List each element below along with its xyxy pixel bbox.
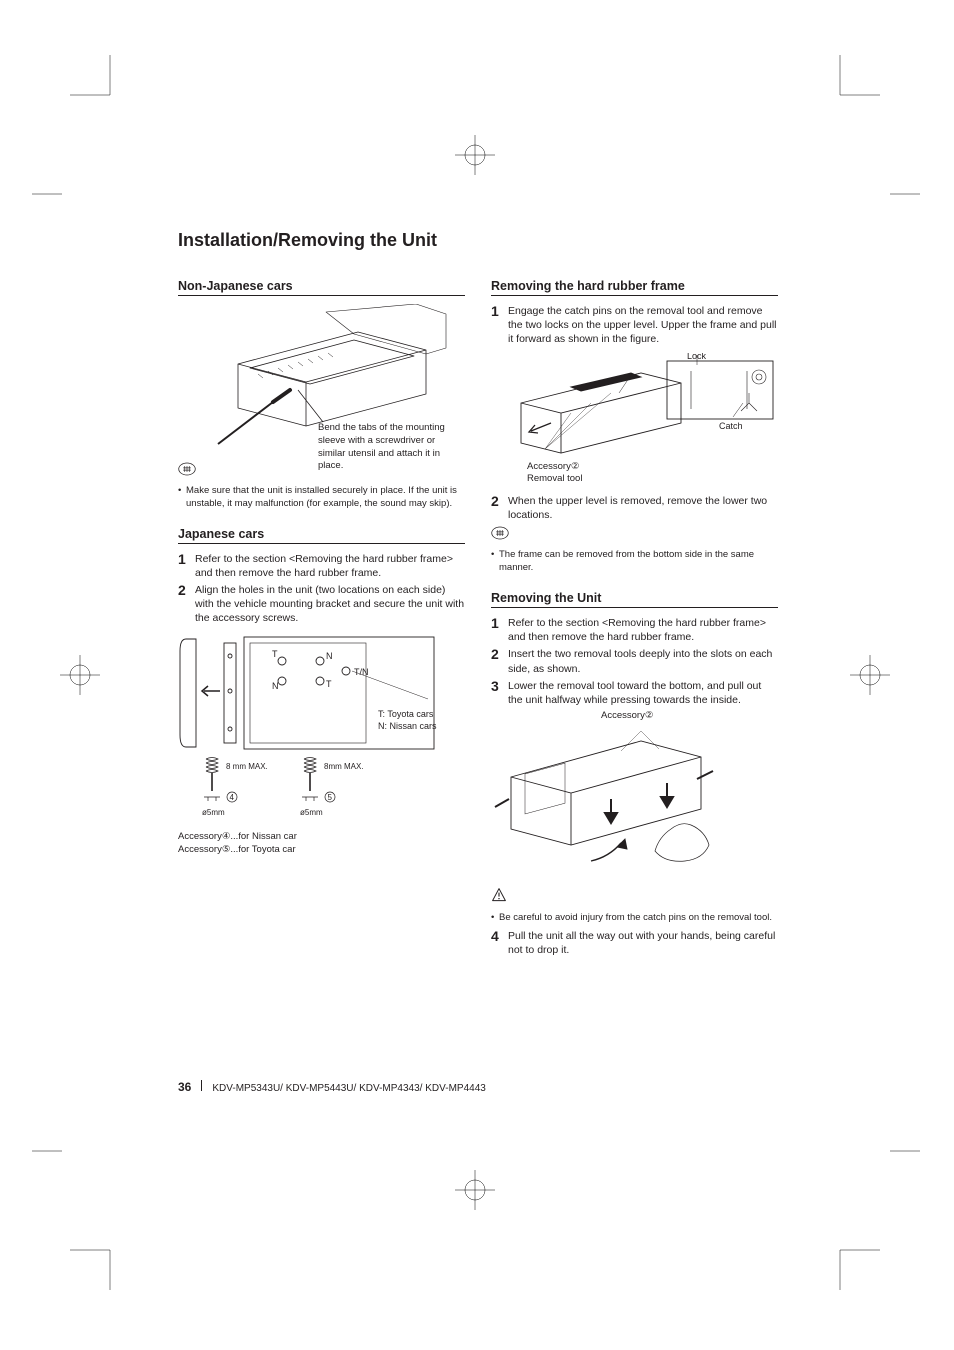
figure-unit-removal — [491, 729, 778, 879]
caption-sleeve: Bend the tabs of the mounting sleeve wit… — [318, 422, 448, 473]
figure-mounting-sleeve: Bend the tabs of the mounting sleeve wit… — [178, 304, 465, 454]
step-rf-2: 2 When the upper level is removed, remov… — [491, 494, 778, 522]
svg-text:ø5mm: ø5mm — [300, 808, 323, 817]
svg-text:Catch: Catch — [719, 421, 743, 431]
svg-text:N: Nissan cars: N: Nissan cars — [378, 721, 437, 731]
left-column: Non-Japanese cars — [178, 279, 465, 960]
note-text: The frame can be removed from the bottom… — [491, 549, 778, 575]
svg-text:T: T — [326, 679, 332, 689]
heading-non-japanese: Non-Japanese cars — [178, 279, 465, 296]
warning — [491, 887, 778, 908]
page-number: 36 — [178, 1080, 191, 1094]
step-ru-1: Refer to the section <Removing the hard … — [508, 616, 778, 644]
step-jp-1: 1 Refer to the section <Removing the har… — [178, 552, 465, 580]
page-title: Installation/Removing the Unit — [178, 230, 778, 251]
note-text: Make sure that the unit is installed sec… — [178, 485, 465, 511]
svg-text:T/N: T/N — [354, 667, 369, 677]
svg-text:T: Toyota cars: T: Toyota cars — [378, 709, 434, 719]
note-frame-bottom — [491, 526, 778, 545]
caption-acc4: Accessory④...for Nissan car — [178, 831, 465, 844]
svg-text:T: T — [272, 649, 278, 659]
heading-japanese: Japanese cars — [178, 527, 465, 544]
step-ru-4: Pull the unit all the way out with your … — [508, 929, 778, 957]
caption-acc2-b: Accessory② — [601, 710, 778, 723]
svg-text:N: N — [326, 651, 333, 661]
svg-text:Lock: Lock — [687, 353, 707, 361]
step-ru-3: Lower the removal tool toward the bottom… — [508, 679, 778, 707]
note-icon — [178, 462, 196, 481]
heading-remove-unit: Removing the Unit — [491, 591, 778, 608]
figure-frame-removal: Lock Catch Accessory②Removal tool — [491, 353, 778, 487]
step-ru-2: Insert the two removal tools deeply into… — [508, 647, 778, 675]
svg-text:N: N — [272, 681, 279, 691]
caption-acc5: Accessory⑤...for Toyota car — [178, 844, 465, 857]
step-rf-1: 1 Engage the catch pins on the removal t… — [491, 304, 778, 347]
step-jp-2: 2 Align the holes in the unit (two locat… — [178, 583, 465, 626]
svg-text:5: 5 — [328, 793, 333, 802]
caption-acc2: Accessory②Removal tool — [527, 461, 778, 487]
warning-icon — [491, 887, 507, 908]
svg-text:4: 4 — [230, 793, 235, 802]
svg-text:8mm MAX.: 8mm MAX. — [324, 762, 364, 771]
note-icon — [491, 526, 509, 545]
svg-text:8 mm MAX.: 8 mm MAX. — [226, 762, 268, 771]
svg-text:ø5mm: ø5mm — [202, 808, 225, 817]
footer-models: KDV-MP5343U/ KDV-MP5443U/ KDV-MP4343/ KD… — [212, 1083, 485, 1094]
warning-text: Be careful to avoid injury from the catc… — [491, 912, 778, 925]
heading-remove-frame: Removing the hard rubber frame — [491, 279, 778, 296]
right-column: Removing the hard rubber frame 1 Engage … — [491, 279, 778, 960]
figure-bracket: T N N T T/N T: Toyota cars N: Nissan car… — [178, 631, 465, 857]
page-footer: 36 KDV-MP5343U/ KDV-MP5443U/ KDV-MP4343/… — [178, 1080, 486, 1094]
